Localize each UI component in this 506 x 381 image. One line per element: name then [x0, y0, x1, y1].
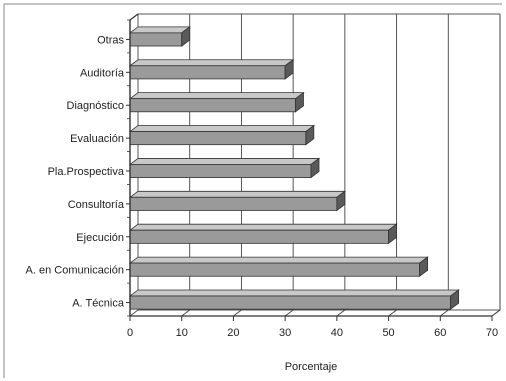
bar	[128, 223, 398, 245]
bar-end-face	[284, 58, 294, 80]
bar-top-face	[128, 158, 321, 165]
bar	[128, 256, 429, 278]
bar	[128, 91, 305, 113]
x-axis: 0 10 20 30 40 50 60 70	[127, 315, 498, 339]
y-category-label: Evaluación	[70, 133, 124, 145]
y-category-label: Pla.Prospectiva	[48, 166, 125, 178]
bar	[128, 26, 191, 47]
bar-top-face	[128, 26, 191, 34]
bar-end-face	[419, 256, 429, 278]
bar-top-face	[128, 256, 429, 264]
bar	[128, 124, 316, 146]
bar	[128, 58, 295, 80]
bar	[128, 157, 321, 179]
bar-front-face	[129, 229, 389, 244]
gridline-floor	[181, 309, 190, 317]
gridline-floor	[336, 309, 346, 317]
gridline-floor	[388, 309, 397, 317]
x-tick-label: 40	[331, 327, 343, 339]
bar-front-face	[129, 98, 296, 113]
y-category-label: Consultoría	[68, 199, 125, 211]
x-tick-label: 30	[279, 327, 291, 339]
y-axis-top-depth	[129, 13, 139, 21]
gridline-floor	[440, 309, 449, 317]
x-axis-title: Porcentaje	[285, 361, 338, 373]
bar-end-face	[450, 289, 460, 310]
gridline-floor	[284, 309, 294, 317]
x-tick-label: 10	[176, 327, 188, 339]
bar-top-face	[128, 59, 295, 67]
gridline-floor	[233, 309, 242, 317]
x-tick-label: 70	[486, 327, 498, 339]
floor-left-edge	[129, 309, 139, 317]
bars	[128, 26, 460, 310]
bar-top-face	[128, 223, 398, 231]
bar-front-face	[129, 262, 421, 277]
bar-front-face	[129, 32, 183, 47]
y-axis: Otras Auditoría Diagnóstico Evaluación Pla.P…	[26, 13, 139, 317]
bar-front-face	[129, 164, 312, 178]
bar-end-face	[305, 124, 315, 146]
x-tick-label: 0	[127, 327, 133, 339]
y-category-label: A. en Comunicación	[26, 265, 124, 277]
bar-top-face	[128, 92, 305, 100]
bar-front-face	[129, 295, 452, 310]
y-category-label: Ejecución	[76, 232, 124, 244]
bar-top-face	[128, 125, 316, 132]
bar-end-face	[388, 223, 397, 245]
x-tick-label: 50	[382, 327, 394, 339]
bar	[128, 289, 460, 310]
bar-end-face	[336, 190, 346, 212]
bar-end-face	[181, 26, 191, 47]
bar-end-face	[295, 91, 304, 113]
y-category-label: Otras	[97, 34, 124, 46]
gridline-floor	[491, 309, 501, 317]
bar-end-face	[310, 157, 320, 179]
y-category-label: Diagnóstico	[67, 100, 124, 112]
bar-top-face	[128, 190, 347, 198]
bar-front-face	[129, 65, 286, 80]
y-category-label: Auditoría	[80, 67, 125, 79]
x-tick-label: 60	[434, 327, 446, 339]
bar-front-face	[129, 196, 338, 211]
bar-front-face	[129, 131, 307, 146]
bar	[128, 190, 347, 212]
bar-top-face	[128, 289, 460, 297]
y-category-label: A. Técnica	[72, 298, 125, 310]
x-tick-label: 20	[227, 327, 239, 339]
